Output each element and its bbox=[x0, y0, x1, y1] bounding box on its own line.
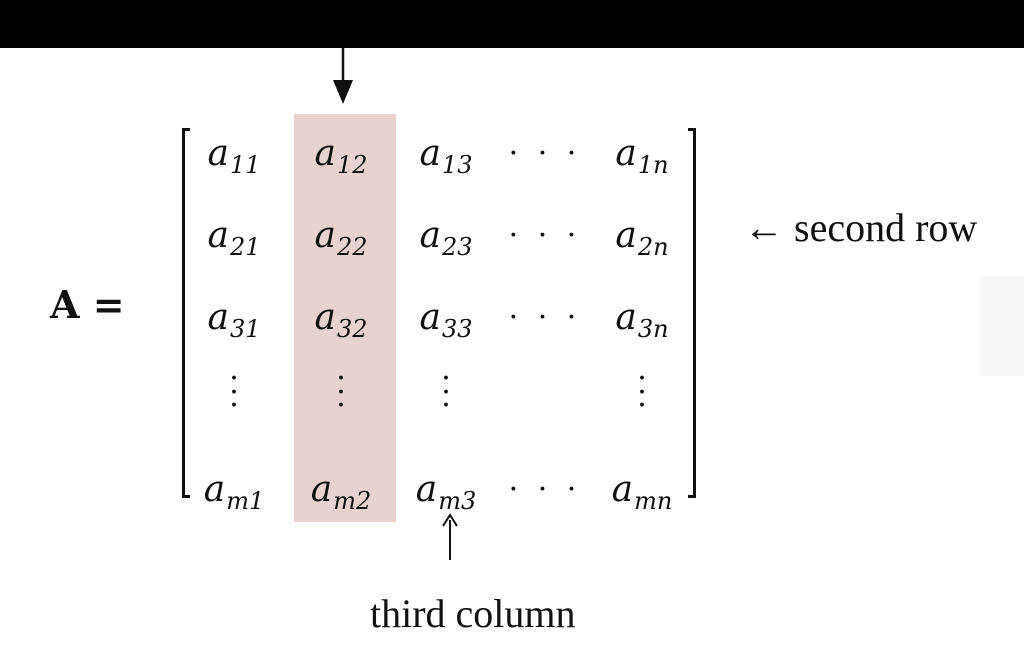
vertical-ellipsis: · · · bbox=[336, 360, 346, 423]
entry-variable: a bbox=[615, 297, 637, 338]
matrix-entry-a12: a12 bbox=[314, 133, 367, 178]
entry-variable: a bbox=[615, 133, 637, 174]
matrix-entry-a22: a22 bbox=[314, 215, 367, 260]
entry-subscript: 31 bbox=[229, 315, 261, 343]
entry-variable: a bbox=[314, 133, 336, 174]
matrix-entry-am1: am1 bbox=[203, 469, 265, 514]
matrix-entry-a1n: a1n bbox=[615, 133, 668, 178]
entry-variable: a bbox=[203, 469, 226, 510]
matrix-entry-a2n: a2n bbox=[615, 215, 668, 260]
down-arrow-icon bbox=[333, 48, 353, 104]
vertical-ellipsis: · · · bbox=[637, 360, 647, 423]
entry-variable: a bbox=[207, 215, 229, 256]
highlighted-second-column bbox=[294, 114, 396, 522]
entry-subscript: 13 bbox=[441, 151, 473, 179]
entry-variable: a bbox=[419, 133, 441, 174]
vertical-ellipsis: · · · bbox=[229, 360, 239, 423]
entry-subscript: 32 bbox=[336, 315, 368, 343]
entry-subscript: 21 bbox=[229, 233, 261, 261]
entry-variable: a bbox=[611, 469, 634, 510]
horizontal-ellipsis: · · · bbox=[508, 218, 582, 253]
matrix-entry-a13: a13 bbox=[419, 133, 472, 178]
top-black-bar bbox=[0, 0, 1024, 48]
horizontal-ellipsis: · · · bbox=[508, 472, 582, 507]
entry-subscript: 33 bbox=[441, 315, 473, 343]
left-bracket bbox=[182, 128, 190, 498]
entry-variable: a bbox=[314, 215, 336, 256]
matrix-entry-amn: amn bbox=[611, 469, 673, 514]
matrix-label: A = bbox=[50, 282, 125, 327]
second-row-annotation: ← second row bbox=[744, 205, 978, 250]
right-bracket bbox=[688, 128, 696, 498]
third-column-annotation: third column bbox=[370, 591, 576, 636]
up-arrow-icon bbox=[442, 513, 458, 560]
entry-variable: a bbox=[419, 215, 441, 256]
entry-variable: a bbox=[310, 469, 333, 510]
matrix-entry-a31: a31 bbox=[207, 297, 260, 342]
matrix-entry-a33: a33 bbox=[419, 297, 472, 342]
entry-subscript: 12 bbox=[336, 151, 368, 179]
entry-subscript: 22 bbox=[336, 233, 368, 261]
entry-subscript: m3 bbox=[438, 487, 477, 515]
entry-variable: a bbox=[415, 469, 438, 510]
entry-subscript: 23 bbox=[441, 233, 473, 261]
entry-variable: a bbox=[207, 133, 229, 174]
matrix-entry-a23: a23 bbox=[419, 215, 472, 260]
horizontal-ellipsis: · · · bbox=[508, 136, 582, 171]
entry-subscript: m2 bbox=[333, 487, 372, 515]
entry-variable: a bbox=[314, 297, 336, 338]
vertical-ellipsis: · · · bbox=[441, 360, 451, 423]
entry-variable: a bbox=[615, 215, 637, 256]
entry-subscript: m1 bbox=[226, 487, 265, 515]
entry-subscript: 3n bbox=[637, 315, 669, 343]
entry-variable: a bbox=[419, 297, 441, 338]
horizontal-ellipsis: · · · bbox=[508, 300, 582, 335]
matrix-entry-am2: am2 bbox=[310, 469, 372, 514]
matrix-entry-a32: a32 bbox=[314, 297, 367, 342]
entry-subscript: 11 bbox=[229, 151, 261, 179]
matrix-entry-a3n: a3n bbox=[615, 297, 668, 342]
entry-variable: a bbox=[207, 297, 229, 338]
matrix-entry-am3: am3 bbox=[415, 469, 477, 514]
entry-subscript: 2n bbox=[637, 233, 669, 261]
entry-subscript: mn bbox=[634, 487, 673, 515]
entry-subscript: 1n bbox=[637, 151, 669, 179]
background-smudge bbox=[980, 276, 1024, 376]
matrix-entry-a11: a11 bbox=[207, 133, 260, 178]
matrix-entry-a21: a21 bbox=[207, 215, 260, 260]
